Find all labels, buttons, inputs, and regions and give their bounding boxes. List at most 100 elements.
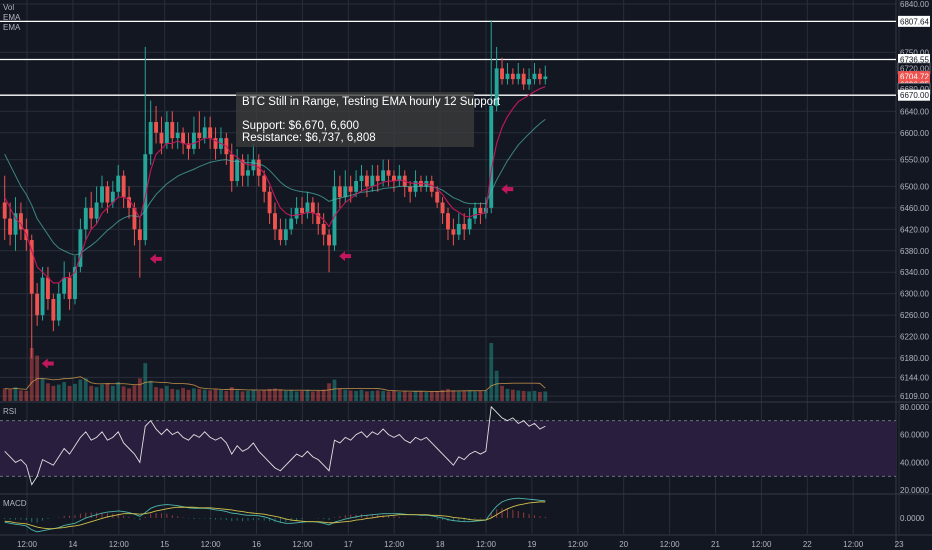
- volume-bar: [381, 390, 386, 401]
- rsi-tick-label: 80.0000: [900, 403, 929, 412]
- volume-bar: [40, 378, 45, 401]
- candle-body: [440, 202, 445, 214]
- volume-bar: [451, 390, 456, 401]
- price-tags: 6807.646736.556720.006704.726696.356680.…: [897, 15, 931, 101]
- volume-bar: [348, 390, 353, 401]
- volume-bar: [300, 390, 304, 401]
- candle-body: [154, 122, 159, 133]
- price-tick-label: 6109.00: [900, 392, 929, 401]
- rsi-pane: 80.0000 60.0000 40.0000 20.0000: [0, 403, 929, 495]
- volume-bar: [278, 389, 283, 401]
- volume-bars: [2, 343, 548, 401]
- price-tag-label: 6736.55: [900, 55, 929, 64]
- volume-bar: [19, 390, 23, 401]
- time-tick-label: 12:00: [843, 540, 864, 549]
- volume-bar: [229, 387, 234, 401]
- volume-bar: [2, 388, 7, 401]
- candle-body: [354, 181, 359, 192]
- price-tick-label: 6380.00: [900, 247, 929, 256]
- arrow-marker: [41, 358, 54, 369]
- candle-body: [62, 277, 67, 294]
- price-tick-label: 6220.00: [900, 333, 929, 342]
- candle-body: [494, 68, 499, 106]
- volume-bar: [332, 379, 337, 401]
- price-tick-label: 6460.00: [900, 204, 929, 213]
- price-tick-label: 6640.00: [900, 107, 929, 116]
- candle-body: [73, 266, 77, 300]
- candle-body: [29, 240, 34, 294]
- time-tick-label: 12:00: [201, 540, 222, 549]
- candle-body: [175, 132, 180, 139]
- volume-bar: [408, 392, 413, 401]
- volume-bar: [67, 385, 72, 401]
- price-tick-label: 6600.00: [900, 129, 929, 138]
- candle-body: [40, 277, 45, 316]
- volume-bar: [246, 390, 250, 401]
- volume-bar: [159, 388, 164, 401]
- volume-bar: [262, 390, 267, 401]
- volume-bar: [51, 385, 56, 401]
- time-tick-label: 23: [895, 540, 904, 549]
- time-axis: 12:00 14 12:00 15 12:00 16 12:00 17 12:00 18 12:00…: [17, 540, 904, 549]
- candle-body: [435, 191, 440, 203]
- candle-body: [456, 223, 461, 235]
- volume-bar: [105, 383, 110, 401]
- volume-bar: [424, 391, 429, 401]
- volume-bar: [354, 390, 358, 401]
- price-tag-label: 6680.00: [900, 85, 929, 94]
- candle-body: [510, 73, 515, 80]
- candle-body: [105, 186, 110, 203]
- volume-bar: [337, 388, 342, 401]
- ema-fast-line: [4, 86, 546, 284]
- volume-bar: [467, 390, 472, 401]
- volume-bar: [256, 390, 261, 401]
- annotation-box[interactable]: BTC Still in Range, Testing EMA hourly 1…: [236, 92, 500, 147]
- candle-body: [337, 186, 342, 198]
- time-tick-label: 16: [252, 540, 261, 549]
- candle-body: [305, 202, 310, 214]
- candle-body: [235, 159, 240, 182]
- candle-body: [159, 132, 164, 144]
- candle-body: [164, 122, 169, 144]
- volume-bar: [8, 389, 13, 401]
- candle-body: [46, 277, 50, 300]
- volume-bar: [110, 385, 115, 401]
- volume-bar: [494, 370, 499, 401]
- candle-body: [532, 73, 537, 80]
- price-tag-label: 6704.72: [900, 73, 929, 82]
- volume-bar: [429, 391, 434, 401]
- rsi-label: RSI: [3, 407, 16, 416]
- price-axis: 6840.00 6750.00 6640.00 6600.00 6550.00 6500.…: [900, 0, 929, 401]
- candle-body: [446, 213, 450, 230]
- time-tick-label: 14: [68, 540, 77, 549]
- price-tick-label: 6144.00: [900, 373, 929, 382]
- arrow-marker: [501, 184, 514, 195]
- candle-body: [381, 170, 386, 182]
- volume-bar: [310, 391, 315, 401]
- volume-bar: [435, 390, 440, 401]
- volume-bar: [527, 391, 531, 401]
- candle-body: [94, 202, 99, 219]
- volume-bar: [397, 391, 402, 401]
- time-tick-label: 20: [619, 540, 628, 549]
- candle-body: [202, 127, 207, 139]
- volume-bar: [46, 383, 50, 401]
- volume-bar: [13, 387, 18, 401]
- price-tick-label: 6750.00: [900, 48, 929, 57]
- candle-body: [451, 229, 456, 235]
- candle-body: [186, 143, 191, 149]
- volume-bar: [327, 383, 331, 401]
- candle-body: [321, 223, 326, 235]
- candle-body: [473, 207, 477, 219]
- macd-signal-line: [4, 501, 546, 530]
- candle-body: [197, 132, 202, 139]
- volume-bar: [175, 389, 180, 401]
- candle-body: [78, 229, 83, 267]
- rsi-band: [0, 420, 896, 477]
- candle-body: [408, 186, 413, 192]
- volume-bar: [62, 382, 67, 401]
- volume-bar: [73, 383, 77, 401]
- time-tick-label: 12:00: [660, 540, 681, 549]
- candle-body: [116, 175, 121, 192]
